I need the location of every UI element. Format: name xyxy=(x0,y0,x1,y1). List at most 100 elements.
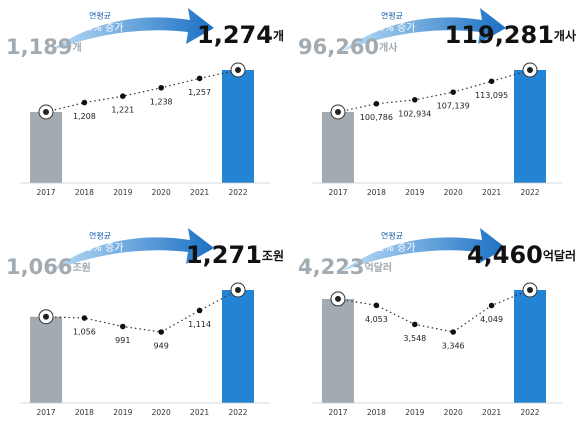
bar xyxy=(222,290,254,403)
start-unit: 개사 xyxy=(379,41,398,54)
x-tick-label: 2018 xyxy=(367,408,386,417)
end-value-number: 4,460 xyxy=(467,241,543,269)
point xyxy=(373,100,380,107)
point xyxy=(235,67,241,73)
end-value: 119,281개사 xyxy=(445,21,576,49)
x-tick-label: 2019 xyxy=(405,408,424,417)
point xyxy=(120,93,126,99)
end-unit: 조원 xyxy=(262,249,284,263)
point xyxy=(81,315,88,321)
end-unit: 개 xyxy=(273,29,284,43)
bar xyxy=(514,70,546,183)
x-tick-label: 2021 xyxy=(482,188,501,197)
point xyxy=(527,67,533,73)
x-tick-label: 2020 xyxy=(444,408,463,417)
growth-arrow xyxy=(340,228,506,272)
growth-arrow xyxy=(48,228,214,272)
x-tick-label: 2020 xyxy=(444,188,463,197)
annotation: 연평균 xyxy=(89,231,111,241)
value-label: 1,238 xyxy=(150,97,173,106)
annotation: 연평균 xyxy=(381,11,403,21)
bar xyxy=(322,298,354,403)
x-tick-label: 2017 xyxy=(328,408,347,417)
annotation: 연평균 xyxy=(89,11,111,21)
point xyxy=(196,307,203,314)
x-tick-label: 2019 xyxy=(113,408,132,417)
point xyxy=(412,97,418,103)
x-tick-label: 2020 xyxy=(152,408,171,417)
point xyxy=(412,321,418,328)
value-label: 102,934 xyxy=(398,109,431,118)
annotation: 3.6% 증가 xyxy=(77,242,124,254)
x-tick-label: 2017 xyxy=(328,188,347,197)
value-label: 1,208 xyxy=(73,112,96,121)
bar xyxy=(222,70,254,183)
start-value-number: 96,260 xyxy=(298,35,379,59)
end-value: 1,274개 xyxy=(197,21,284,49)
x-tick-label: 2022 xyxy=(228,188,247,197)
point xyxy=(43,313,49,320)
bar xyxy=(30,316,62,403)
x-tick-label: 2018 xyxy=(367,188,386,197)
bar xyxy=(322,112,354,183)
point xyxy=(335,109,341,115)
x-tick-label: 2021 xyxy=(190,408,209,417)
value-label: 113,095 xyxy=(475,91,508,100)
point xyxy=(488,78,495,85)
trend-line xyxy=(337,289,531,333)
x-tick-label: 2019 xyxy=(113,188,132,197)
value-label: 3,548 xyxy=(403,334,426,343)
end-value: 4,460억달러 xyxy=(467,241,576,269)
bar xyxy=(514,290,546,403)
start-value-number: 4,223 xyxy=(298,255,364,279)
start-unit: 개 xyxy=(72,41,81,54)
start-unit: 억달러 xyxy=(364,261,392,274)
value-label: 1,114 xyxy=(188,320,211,329)
x-tick-label: 2021 xyxy=(482,408,501,417)
x-tick-label: 2018 xyxy=(75,408,94,417)
point xyxy=(196,75,203,82)
end-value-number: 1,274 xyxy=(197,21,273,49)
end-value: 1,271조원 xyxy=(186,241,284,269)
value-label: 107,139 xyxy=(437,102,470,111)
point xyxy=(527,287,533,293)
value-label: 4,053 xyxy=(365,315,388,324)
point xyxy=(488,302,495,309)
point xyxy=(235,287,241,293)
end-unit: 억달러 xyxy=(543,248,576,263)
x-tick-label: 2021 xyxy=(190,188,209,197)
point xyxy=(158,84,164,91)
x-tick-label: 2017 xyxy=(36,188,55,197)
end-value-number: 1,271 xyxy=(186,241,262,269)
trend-line xyxy=(45,289,239,333)
value-label: 949 xyxy=(154,342,169,351)
point xyxy=(373,302,380,309)
start-value: 1,189개 xyxy=(6,35,82,59)
point xyxy=(450,329,456,335)
annotation: 4.4% 증가 xyxy=(369,22,416,34)
trend-line xyxy=(337,69,531,113)
value-label: 1,257 xyxy=(188,88,211,97)
trend-line xyxy=(45,69,239,113)
value-label: 3,346 xyxy=(442,342,465,351)
annotation: 1.4% 증가 xyxy=(77,22,124,34)
end-unit: 개사 xyxy=(554,28,576,43)
value-label: 4,049 xyxy=(480,315,503,324)
start-value: 4,223억달러 xyxy=(298,255,392,279)
bar xyxy=(30,112,62,183)
growth-arrow xyxy=(340,8,506,52)
start-value-number: 1,066 xyxy=(6,255,72,279)
x-tick-label: 2017 xyxy=(36,408,55,417)
x-tick-label: 2022 xyxy=(520,188,539,197)
start-value-number: 1,189 xyxy=(6,35,72,59)
point xyxy=(81,99,88,106)
annotation: 1.1% 증가 xyxy=(369,242,416,254)
end-value-number: 119,281 xyxy=(445,21,554,49)
point xyxy=(158,329,164,335)
growth-arrow xyxy=(48,8,214,52)
start-value: 96,260개사 xyxy=(298,35,398,59)
